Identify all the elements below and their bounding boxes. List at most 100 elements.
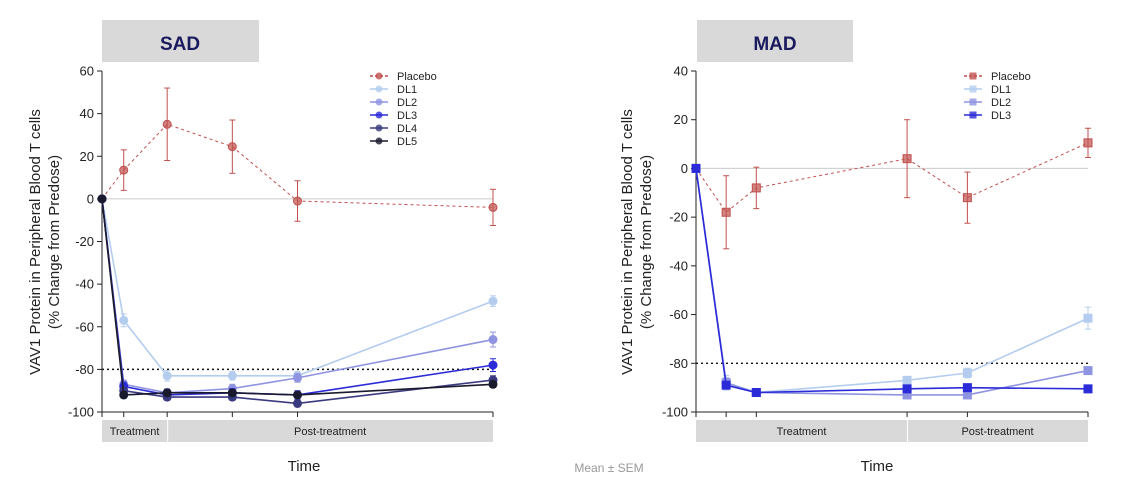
mad-ylabel: VAV1 Protein in Peripheral Blood T cells <box>619 109 636 375</box>
sad-placebo-point <box>227 142 237 152</box>
mad-placebo-point <box>902 154 912 164</box>
mad-panel: MAD VAV1 Protein in Peripheral Blood T c… <box>619 20 1093 475</box>
mad-ylabel-sub: (% Change from Predose) <box>638 155 655 329</box>
sad-ylabel: VAV1 Protein in Peripheral Blood T cells <box>27 109 44 375</box>
mad-dl1-point <box>962 368 972 378</box>
mad-period-label: Treatment <box>777 426 827 438</box>
sad-series-dl1 <box>97 194 498 382</box>
mad-dl3-point <box>1083 384 1093 394</box>
sad-dl2-point <box>293 373 302 383</box>
sad-period-label: Treatment <box>110 426 160 438</box>
sad-ylabel-sub: (% Change from Predose) <box>46 155 63 329</box>
mad-period-label: Post-treatment <box>961 426 1033 438</box>
mad-dl1-point <box>1083 313 1093 323</box>
footer-note: Mean ± SEM <box>574 461 643 475</box>
sad-period-post-treatment <box>168 420 493 442</box>
mad-title-box <box>697 20 853 62</box>
mad-x-ticks <box>695 412 1089 417</box>
mad-legend-label-placebo: Placebo <box>991 71 1031 83</box>
mad-dl2-line <box>695 168 1089 396</box>
sad-legend-swatch-marker <box>375 98 383 106</box>
sad-ytick-label: 40 <box>80 106 94 121</box>
sad-ytick-label: 0 <box>87 191 94 206</box>
mad-ytick-label: 0 <box>681 161 688 176</box>
sad-ytick-label: -60 <box>75 319 94 334</box>
sad-title: SAD <box>160 34 200 55</box>
sad-legend-label-dl3: DL3 <box>397 110 417 122</box>
sad-dl5-line <box>101 198 494 396</box>
mad-period-bars: Treatment Post-treatment <box>696 420 1088 442</box>
sad-dl5-point <box>293 390 302 400</box>
sad-legend-label-dl2: DL2 <box>397 97 417 109</box>
sad-dl1-point <box>119 315 129 325</box>
sad-legend-swatch-marker <box>375 111 383 119</box>
sad-dl1-point <box>488 296 498 306</box>
sad-series-placebo <box>97 87 498 227</box>
sad-ytick-label: -80 <box>75 362 94 377</box>
sad-legend-label-dl5: DL5 <box>397 136 417 148</box>
mad-grid <box>696 167 1088 364</box>
mad-ytick-label: -100 <box>662 405 688 420</box>
mad-period-treatment <box>696 420 908 442</box>
mad-dl3-point <box>751 388 761 398</box>
sad-dl5-point <box>119 390 129 400</box>
mad-series-dl1 <box>691 163 1093 398</box>
mad-dl3-point <box>902 384 912 394</box>
mad-legend-swatch-marker <box>969 111 977 119</box>
mad-dl3-point <box>721 380 731 390</box>
sad-legend-label-dl1: DL1 <box>397 84 417 96</box>
mad-dl1-point <box>902 375 912 385</box>
sad-placebo-point <box>162 119 172 129</box>
sad-legend-swatch-marker <box>375 137 383 145</box>
sad-period-label: Post-treatment <box>294 426 366 438</box>
mad-placebo-point <box>1083 138 1093 148</box>
sad-dl2-point <box>488 335 498 345</box>
sad-dl1-point <box>162 371 172 381</box>
mad-placebo-point <box>962 193 972 203</box>
sad-series-dl5 <box>97 194 498 400</box>
sad-dl3-point <box>488 360 498 370</box>
mad-series-placebo <box>691 119 1093 250</box>
sad-period-bars: Treatment Post-treatment <box>102 420 493 442</box>
mad-ytick-label: -20 <box>669 210 688 225</box>
mad-ytick-label: -40 <box>669 258 688 273</box>
mad-dl3-point <box>691 163 701 173</box>
mad-ytick-label: -60 <box>669 307 688 322</box>
mad-legend-swatch-marker <box>969 98 977 106</box>
sad-ytick-label: 20 <box>80 149 94 164</box>
mad-legend-swatch-marker <box>969 85 977 93</box>
mad-series-dl3 <box>691 163 1093 398</box>
sad-series-dl2 <box>97 194 498 398</box>
mad-legend-label-dl2: DL2 <box>991 97 1011 109</box>
sad-dl3-line <box>101 198 494 396</box>
sad-grid <box>102 198 493 371</box>
mad-dl2-point <box>1083 366 1093 376</box>
mad-y-ticks: -100 -80 -60 -40 -20 0 20 40 <box>662 64 696 420</box>
sad-legend-swatch-marker <box>375 85 383 93</box>
mad-ytick-label: 40 <box>674 64 688 79</box>
sad-dl5-point <box>97 194 107 204</box>
mad-legend-label-dl3: DL3 <box>991 110 1011 122</box>
sad-panel: SAD VAV1 Protein in Peripheral Blood T c… <box>27 20 498 475</box>
mad-ytick-label: -80 <box>669 356 688 371</box>
sad-ytick-label: -20 <box>75 234 94 249</box>
sad-ytick-label: -40 <box>75 277 94 292</box>
sad-ytick-label: 60 <box>80 64 94 79</box>
sad-xlabel: Time <box>288 458 321 475</box>
mad-ytick-label: 20 <box>674 112 688 127</box>
sad-placebo-point <box>293 196 302 206</box>
sad-legend-swatch-marker <box>375 72 383 80</box>
sad-dl5-point <box>162 388 172 398</box>
sad-dl1-line <box>101 198 494 377</box>
sad-placebo-point <box>119 165 129 175</box>
sad-y-ticks: -100 -80 -60 -40 -20 0 20 40 60 <box>68 64 102 420</box>
mad-dl3-point <box>962 383 972 393</box>
mad-legend-swatch-marker <box>969 72 977 80</box>
mad-xlabel: Time <box>861 458 894 475</box>
sad-legend-swatch-marker <box>375 124 383 132</box>
mad-period-post-treatment <box>908 420 1088 442</box>
sad-dl1-point <box>227 371 237 381</box>
